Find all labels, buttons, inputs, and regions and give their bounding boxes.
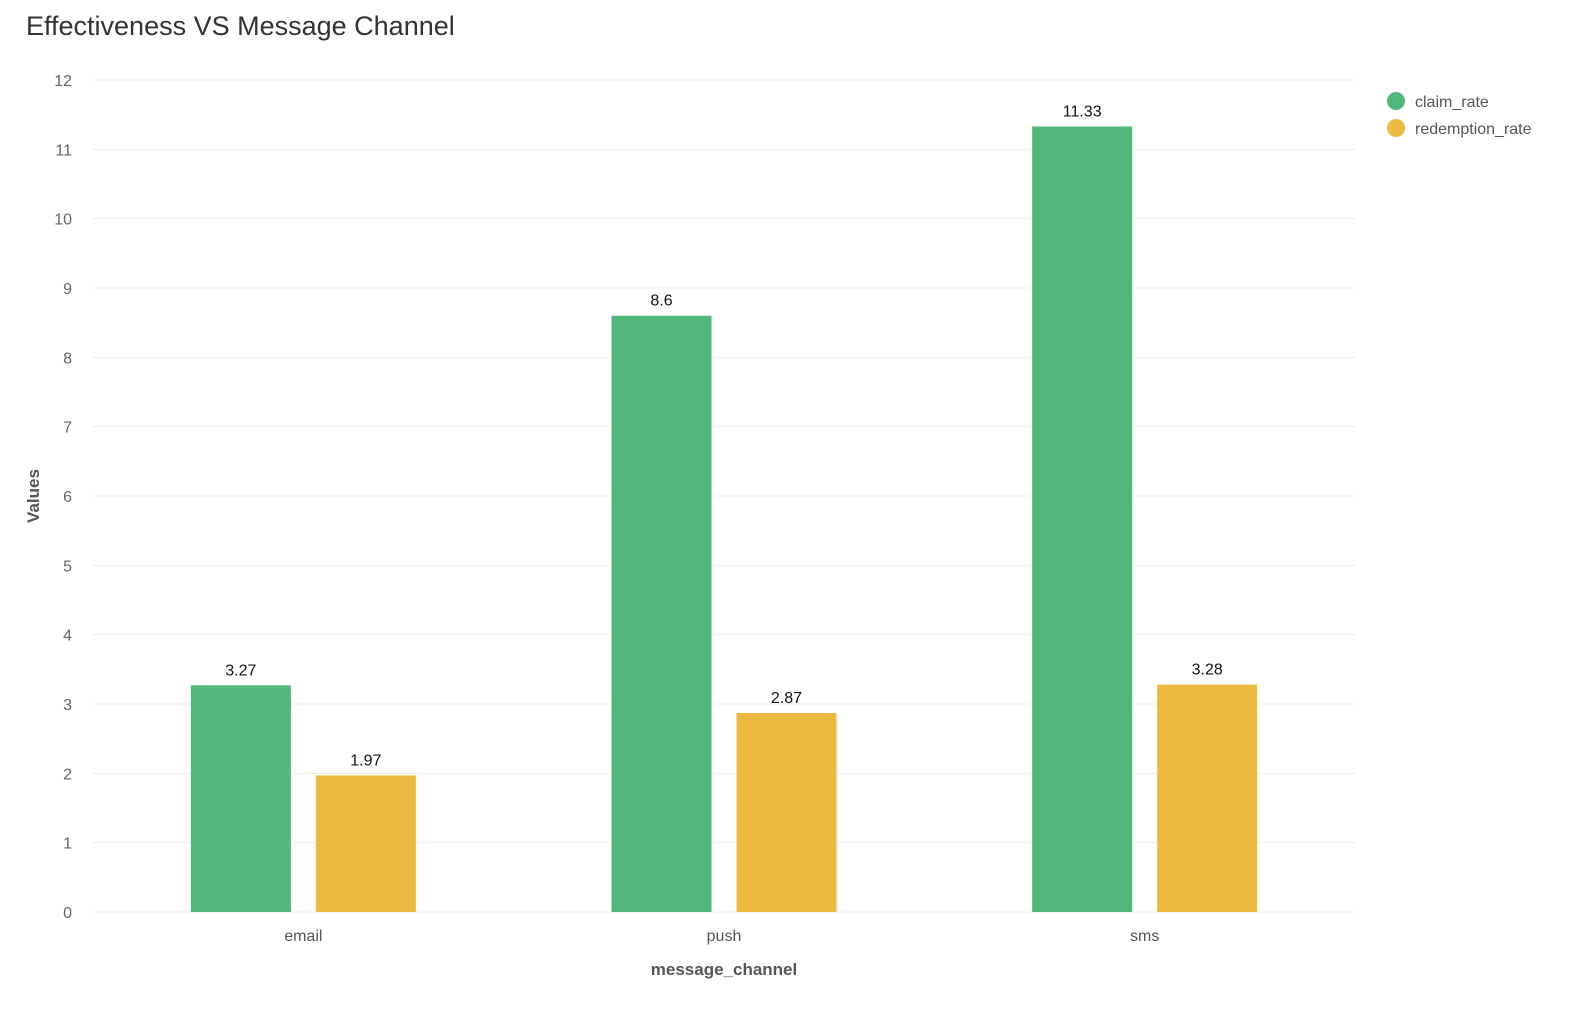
data-label: 3.27 bbox=[225, 662, 256, 679]
grid bbox=[93, 79, 1355, 913]
data-label: 1.97 bbox=[350, 752, 381, 769]
y-tick-label: 6 bbox=[63, 489, 72, 506]
data-label: 8.6 bbox=[650, 293, 672, 310]
y-tick-label: 12 bbox=[54, 73, 72, 90]
data-label: 2.87 bbox=[771, 690, 802, 707]
legend-label: claim_rate bbox=[1415, 94, 1489, 111]
legend-marker bbox=[1387, 92, 1405, 110]
bar-redemption_rate-email[interactable] bbox=[315, 775, 416, 912]
bar-redemption_rate-sms[interactable] bbox=[1157, 684, 1258, 912]
legend-item-redemption_rate[interactable]: redemption_rate bbox=[1387, 119, 1532, 138]
y-tick-label: 8 bbox=[63, 350, 72, 367]
data-labels: 3.27 1.97 8.6 2.87 11.33 3.28 bbox=[225, 103, 1223, 769]
chart-title: Effectiveness VS Message Channel bbox=[26, 11, 455, 41]
y-tick-label: 1 bbox=[63, 836, 72, 853]
y-tick-label: 0 bbox=[63, 905, 72, 922]
x-axis: email push sms bbox=[284, 928, 1159, 945]
bars bbox=[190, 126, 1258, 913]
y-tick-label: 11 bbox=[55, 142, 72, 159]
y-tick-label: 9 bbox=[63, 281, 72, 298]
bar-redemption_rate-push[interactable] bbox=[736, 713, 837, 912]
x-tick-label: push bbox=[707, 928, 742, 945]
x-tick-label: sms bbox=[1130, 928, 1159, 945]
legend: claim_rate redemption_rate bbox=[1387, 92, 1532, 138]
data-label: 11.33 bbox=[1063, 103, 1102, 120]
y-tick-label: 2 bbox=[63, 766, 72, 783]
y-tick-label: 7 bbox=[63, 420, 72, 437]
y-axis-title: Values bbox=[24, 469, 43, 523]
legend-marker bbox=[1387, 119, 1405, 137]
bar-claim_rate-email[interactable] bbox=[190, 685, 291, 912]
y-tick-label: 4 bbox=[63, 628, 72, 645]
y-tick-label: 5 bbox=[63, 558, 72, 575]
x-axis-title: message_channel bbox=[651, 960, 797, 979]
bar-claim_rate-push[interactable] bbox=[611, 315, 712, 912]
legend-item-claim_rate[interactable]: claim_rate bbox=[1387, 92, 1489, 111]
legend-label: redemption_rate bbox=[1415, 121, 1532, 138]
bar-claim_rate-sms[interactable] bbox=[1032, 126, 1133, 913]
x-tick-label: email bbox=[284, 928, 322, 945]
y-tick-label: 3 bbox=[63, 697, 72, 714]
y-tick-label: 10 bbox=[54, 212, 72, 229]
data-label: 3.28 bbox=[1192, 662, 1223, 679]
